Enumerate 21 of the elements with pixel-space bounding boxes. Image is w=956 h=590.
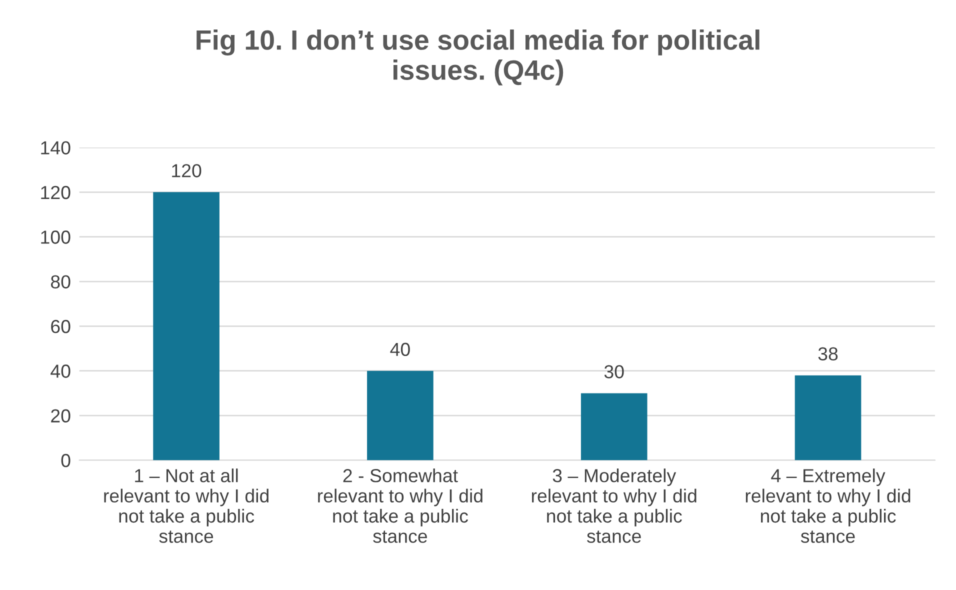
bar bbox=[367, 370, 434, 460]
y-tick-label: 80 bbox=[50, 275, 70, 288]
bar bbox=[794, 375, 862, 460]
y-tick-label: 100 bbox=[41, 230, 70, 244]
bar bbox=[153, 192, 220, 460]
y-tick-label: 60 bbox=[51, 320, 70, 334]
data-label: 120 bbox=[172, 164, 202, 178]
y-tick-label: 120 bbox=[41, 186, 70, 200]
data-label: 30 bbox=[604, 365, 624, 378]
x-tick-label: 2 - Somewhat relevant to why I did not take a public stance bbox=[318, 468, 482, 543]
x-tick-label: 1 – Not at all relevant to why I did not take a public stance bbox=[104, 468, 268, 543]
x-tick-label: 3 – Moderately relevant to why I did not take a public stance bbox=[532, 468, 696, 543]
data-label: 40 bbox=[390, 342, 410, 356]
y-tick-label: 140 bbox=[41, 141, 70, 154]
bar bbox=[580, 393, 648, 460]
y-tick-label: 20 bbox=[51, 409, 70, 423]
x-tick-label: 4 – Extremely relevant to why I did not take a public stance bbox=[746, 468, 910, 543]
y-tick-label: 40 bbox=[50, 364, 70, 378]
y-tick-label: 0 bbox=[61, 454, 70, 468]
chart-title: Fig 10. I don’t use social media for political issues. (Q4c) bbox=[196, 30, 760, 86]
data-label: 38 bbox=[818, 347, 838, 361]
